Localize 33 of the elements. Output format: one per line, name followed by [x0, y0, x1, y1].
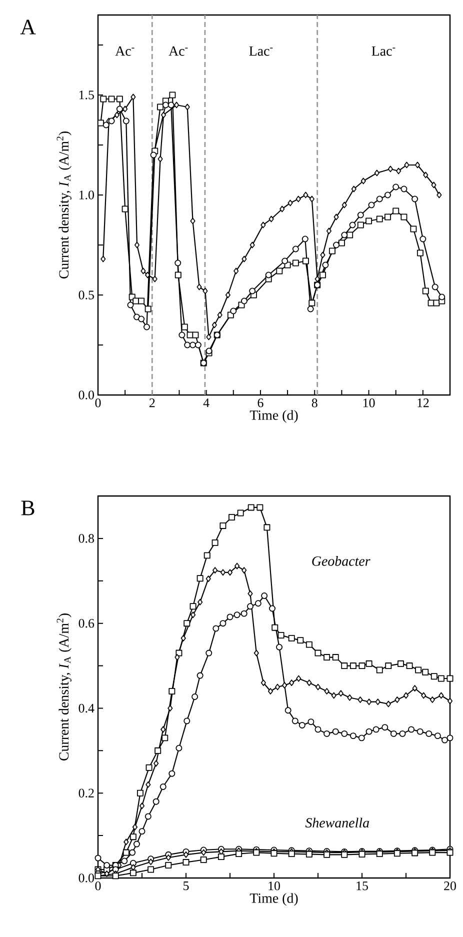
x-axis-title: Time (d): [250, 893, 298, 906]
x-tick-label: 20: [444, 882, 456, 890]
y-axis-title: Current density, I$_{A}$ (A/m$^{2}$): [56, 132, 72, 278]
x-tick-label: 10: [363, 398, 375, 408]
x-tick-label: 6: [258, 398, 264, 408]
annotation: Lac$^{-}$: [249, 46, 273, 56]
annotation: Shewanella: [305, 818, 369, 828]
x-tick-label: 10: [268, 882, 280, 890]
x-tick-label: 2: [149, 398, 155, 408]
x-tick-label: 0: [95, 882, 101, 890]
y-tick-label: 0.8: [78, 534, 94, 543]
y-tick-label: 0.4: [78, 704, 94, 713]
chart-title: A: [20, 20, 36, 34]
x-tick-label: 5: [184, 882, 189, 890]
x-tick-label: 0: [95, 398, 101, 408]
y-tick-label: 0.6: [78, 618, 94, 628]
x-tick-label: 12: [418, 398, 429, 408]
y-tick-label: 0.0: [78, 874, 94, 882]
x-axis-title: Time (d): [250, 410, 298, 423]
y-tick-label: 1.5: [79, 90, 94, 100]
x-tick-label: 15: [356, 882, 368, 890]
y-axis-title: Current density, I$_{A}$ (A/m$^{2}$): [56, 614, 72, 760]
y-tick-label: 1.0: [79, 190, 94, 200]
x-tick-label: 4: [203, 398, 210, 408]
annotation: Geobacter: [312, 556, 370, 566]
y-tick-label: 0.2: [78, 788, 94, 798]
chart-title: B: [21, 500, 34, 516]
annotation: Ac$^{-}$: [115, 46, 134, 56]
y-tick-label: 0.5: [78, 290, 94, 300]
annotation: Lac$^{-}$: [372, 46, 396, 56]
x-tick-label: 8: [312, 398, 318, 408]
y-tick-label: 0.0: [78, 390, 94, 400]
annotation: Ac$^{-}$: [168, 46, 188, 56]
